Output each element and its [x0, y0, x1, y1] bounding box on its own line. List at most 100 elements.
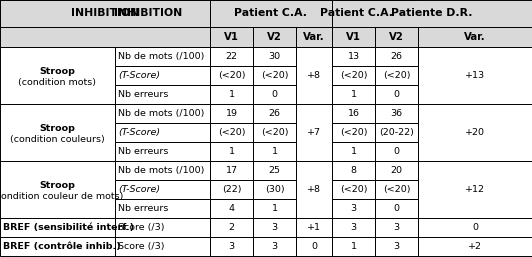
Text: (30): (30)	[265, 185, 284, 194]
Text: Var.: Var.	[303, 32, 325, 42]
Text: (20-22): (20-22)	[379, 128, 414, 137]
Bar	[253, 85, 296, 104]
Bar	[253, 199, 296, 218]
Bar	[375, 180, 418, 199]
Text: (<20): (<20)	[340, 128, 367, 137]
Text: Stroop: Stroop	[39, 67, 76, 76]
Bar	[375, 161, 418, 180]
Text: Nb erreurs: Nb erreurs	[118, 204, 168, 213]
Bar	[375, 85, 418, 104]
Bar	[375, 27, 418, 47]
Text: 26: 26	[390, 52, 403, 61]
Text: V1: V1	[224, 32, 239, 42]
Text: Nb de mots (/100): Nb de mots (/100)	[118, 166, 204, 175]
Text: V1: V1	[346, 32, 361, 42]
Bar	[0, 0, 296, 27]
Bar	[115, 180, 210, 199]
Bar	[115, 85, 210, 104]
Bar	[418, 218, 532, 237]
Bar	[375, 123, 418, 142]
Bar	[210, 66, 253, 85]
Text: +8: +8	[307, 71, 321, 80]
Text: Score (/3): Score (/3)	[118, 242, 164, 251]
Bar	[210, 123, 253, 142]
Text: 0: 0	[394, 147, 400, 156]
Bar	[296, 0, 418, 27]
Text: 20: 20	[390, 166, 403, 175]
Text: +20: +20	[465, 128, 485, 137]
Bar	[210, 161, 253, 180]
Text: (<20): (<20)	[218, 71, 245, 80]
Text: (T-Score): (T-Score)	[118, 71, 160, 80]
Bar	[332, 218, 375, 237]
Bar	[253, 237, 296, 256]
Text: Nb de mots (/100): Nb de mots (/100)	[118, 109, 204, 118]
Text: 1: 1	[229, 90, 235, 99]
Text: 1: 1	[271, 204, 278, 213]
Text: Stroop: Stroop	[39, 181, 76, 190]
Bar	[332, 85, 375, 104]
Text: 0: 0	[394, 90, 400, 99]
Bar	[296, 27, 332, 47]
Text: Patiente D.R.: Patiente D.R.	[391, 8, 473, 19]
Text: (<20): (<20)	[383, 185, 410, 194]
Text: Nb de mots (/100): Nb de mots (/100)	[118, 52, 204, 61]
Bar	[332, 142, 375, 161]
Bar	[332, 199, 375, 218]
Text: 3: 3	[394, 223, 400, 232]
Text: 0: 0	[271, 90, 278, 99]
Bar	[296, 161, 332, 218]
Text: 3: 3	[394, 242, 400, 251]
Bar	[115, 66, 210, 85]
Bar	[210, 104, 253, 123]
Bar	[210, 180, 253, 199]
Text: +2: +2	[468, 242, 482, 251]
Text: 26: 26	[269, 109, 280, 118]
Bar	[115, 123, 210, 142]
Bar	[332, 0, 532, 27]
Bar	[0, 0, 210, 27]
Text: Nb erreurs: Nb erreurs	[118, 147, 168, 156]
Bar	[375, 66, 418, 85]
Text: 2: 2	[229, 223, 235, 232]
Text: Nb erreurs: Nb erreurs	[118, 90, 168, 99]
Bar	[418, 104, 532, 161]
Text: (<20): (<20)	[340, 71, 367, 80]
Bar	[115, 47, 210, 66]
Bar	[253, 180, 296, 199]
Text: 30: 30	[269, 52, 280, 61]
Text: Var.: Var.	[464, 32, 486, 42]
Bar	[253, 123, 296, 142]
Bar	[375, 142, 418, 161]
Text: (T-Score): (T-Score)	[118, 185, 160, 194]
Text: Patient C.A.: Patient C.A.	[235, 8, 307, 19]
Text: BREF (sensibilité interf.): BREF (sensibilité interf.)	[3, 223, 134, 232]
Bar	[375, 104, 418, 123]
Bar	[115, 199, 210, 218]
Text: 1: 1	[351, 147, 356, 156]
Text: Patient C.A.: Patient C.A.	[320, 8, 394, 19]
Bar	[0, 237, 115, 256]
Bar	[332, 66, 375, 85]
Bar	[375, 218, 418, 237]
Bar	[332, 180, 375, 199]
Text: +1: +1	[307, 223, 321, 232]
Bar	[253, 104, 296, 123]
Bar	[332, 104, 375, 123]
Bar	[332, 27, 375, 47]
Bar	[0, 218, 115, 237]
Bar	[115, 161, 210, 180]
Text: 3: 3	[271, 242, 278, 251]
Bar	[253, 142, 296, 161]
Bar	[296, 47, 332, 104]
Text: (22): (22)	[222, 185, 241, 194]
Text: 1: 1	[271, 147, 278, 156]
Text: 16: 16	[347, 109, 360, 118]
Text: +13: +13	[465, 71, 485, 80]
Text: 8: 8	[351, 166, 356, 175]
Bar	[253, 27, 296, 47]
Bar	[210, 85, 253, 104]
Bar	[253, 161, 296, 180]
Bar	[210, 237, 253, 256]
Text: 1: 1	[229, 147, 235, 156]
